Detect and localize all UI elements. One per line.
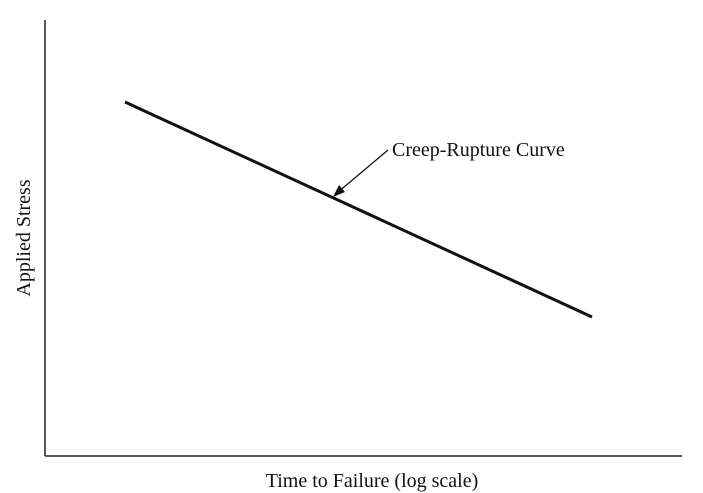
annotation-arrow <box>333 149 389 197</box>
y-axis-label: Applied Stress <box>13 179 35 296</box>
annotation-label: Creep-Rupture Curve <box>392 139 565 161</box>
x-axis-label: Time to Failure (log scale) <box>266 470 479 492</box>
creep-rupture-curve <box>124 100 593 319</box>
